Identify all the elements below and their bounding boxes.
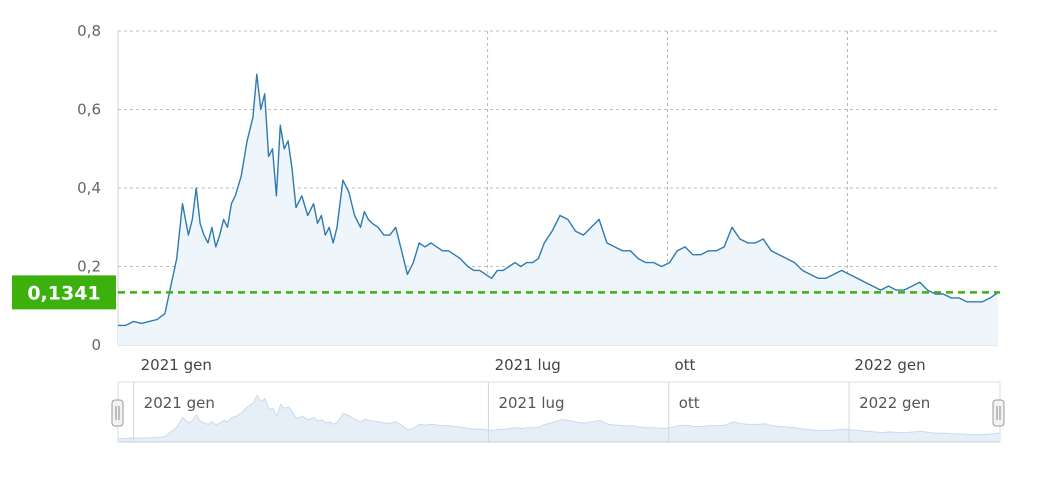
navigator[interactable]: 2021 gen 2021 lug ott 2022 gen	[111, 381, 1005, 443]
current-value-layer: 0,1341	[12, 275, 1000, 310]
handle-body[interactable]	[111, 399, 124, 427]
y-axis: 0 0,2 0,4 0,6 0,8	[77, 22, 101, 354]
current-value-label: 0,1341	[27, 282, 100, 304]
navigator-tick-label: ott	[679, 394, 700, 412]
y-tick-label: 0,8	[77, 22, 101, 40]
x-tick-label: 2021 lug	[495, 356, 561, 374]
y-tick-label: 0	[91, 336, 101, 354]
navigator-tick-label: 2022 gen	[859, 394, 930, 412]
navigator-handle-right[interactable]	[992, 399, 1005, 427]
x-tick-label: 2022 gen	[854, 356, 925, 374]
navigator-tick-label: 2021 lug	[498, 394, 564, 412]
handle-body[interactable]	[992, 399, 1005, 427]
y-tick-label: 0,2	[77, 258, 101, 276]
x-tick-label: ott	[675, 356, 696, 374]
navigator-handle-left[interactable]	[111, 399, 124, 427]
series-area	[118, 73, 999, 345]
y-tick-label: 0,6	[77, 101, 101, 119]
navigator-line	[118, 394, 1001, 440]
series-area-fill	[118, 74, 998, 345]
x-tick-label: 2021 gen	[141, 356, 212, 374]
x-axis: 2021 gen 2021 lug ott 2022 gen	[141, 356, 926, 374]
y-tick-label: 0,4	[77, 179, 101, 197]
series-line	[118, 73, 999, 327]
current-value-label-bg	[12, 275, 116, 310]
navigator-area	[118, 395, 1000, 442]
navigator-tick-label: 2021 gen	[144, 394, 215, 412]
